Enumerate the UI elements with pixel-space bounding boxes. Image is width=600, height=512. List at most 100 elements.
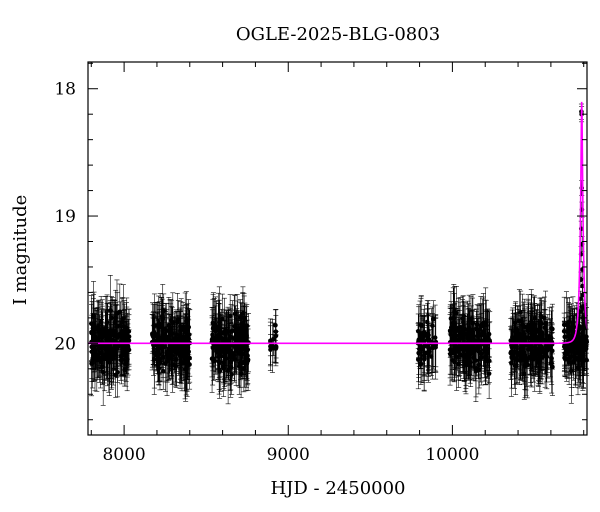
data-point	[546, 337, 552, 343]
data-point	[569, 368, 574, 374]
data-point	[468, 330, 474, 336]
data-point	[525, 362, 530, 368]
data-point	[577, 309, 583, 314]
data-point	[509, 355, 515, 360]
data-point	[465, 344, 471, 349]
data-point	[562, 343, 568, 348]
data-point	[237, 360, 243, 366]
x-axis-label: HJD - 2450000	[270, 478, 405, 499]
y-tick-label: 18	[54, 80, 76, 100]
data-point	[421, 344, 427, 349]
data-point	[273, 345, 279, 350]
model-layer	[88, 101, 588, 345]
data-point	[114, 324, 120, 329]
data-point	[543, 320, 548, 326]
data-point	[561, 328, 567, 334]
data-point	[466, 354, 472, 359]
data-point	[183, 350, 189, 355]
data-point	[426, 351, 431, 356]
data-layer	[88, 103, 590, 406]
data-point	[532, 315, 537, 321]
data-point	[517, 336, 522, 342]
data-point	[93, 335, 98, 340]
data-point	[520, 347, 526, 352]
data-point	[418, 344, 423, 349]
chart-title: OGLE-2025-BLG-0803	[236, 24, 440, 45]
data-point	[219, 348, 225, 353]
data-point	[431, 316, 436, 322]
data-point	[174, 336, 180, 342]
data-point	[461, 331, 467, 337]
data-point	[483, 323, 489, 328]
data-point	[486, 331, 492, 337]
y-tick-label: 19	[54, 207, 76, 227]
data-point	[453, 328, 459, 333]
data-point	[567, 319, 572, 324]
data-point	[521, 324, 527, 329]
data-point	[104, 320, 110, 325]
data-point	[449, 349, 455, 355]
data-point	[270, 343, 275, 349]
data-point	[479, 355, 484, 360]
data-point	[486, 358, 492, 364]
data-point	[108, 356, 114, 361]
data-point	[575, 344, 580, 349]
data-point	[178, 324, 184, 330]
data-point	[575, 338, 581, 343]
data-point	[217, 320, 222, 325]
data-point	[474, 321, 480, 327]
axes-layer: 8000 9000 10000 18 19 20	[54, 61, 588, 465]
data-point	[126, 329, 132, 334]
data-point	[118, 353, 124, 359]
data-point	[476, 337, 481, 343]
x-tick-label: 8000	[102, 445, 145, 465]
data-point	[541, 337, 547, 343]
data-point	[154, 351, 160, 357]
data-point	[580, 292, 585, 298]
data-point	[162, 344, 167, 350]
data-point	[152, 332, 158, 338]
data-point	[230, 328, 235, 334]
data-point	[220, 316, 225, 322]
data-point	[176, 350, 182, 356]
data-point	[580, 305, 586, 310]
data-point	[238, 350, 244, 356]
data-point	[237, 331, 243, 337]
data-point	[534, 338, 540, 343]
x-tick-label: 10000	[425, 445, 479, 465]
data-point	[273, 322, 278, 328]
data-point	[537, 328, 543, 333]
data-point	[544, 346, 550, 352]
data-point	[425, 319, 430, 325]
data-point	[426, 333, 431, 338]
data-point	[183, 361, 189, 367]
data-point	[107, 337, 113, 343]
data-point	[91, 313, 96, 318]
data-point	[512, 320, 518, 326]
data-point	[217, 331, 222, 337]
data-point	[418, 322, 424, 328]
data-point	[151, 357, 157, 362]
data-point	[209, 337, 215, 342]
data-point	[213, 338, 218, 344]
data-point	[473, 358, 478, 363]
data-point	[121, 330, 127, 336]
data-point	[537, 334, 543, 339]
data-point	[184, 338, 190, 343]
data-point	[461, 353, 466, 358]
data-point	[213, 326, 219, 332]
data-point	[508, 350, 514, 356]
y-tick-label: 20	[54, 334, 76, 354]
x-tick-label: 9000	[267, 445, 310, 465]
data-point	[521, 352, 527, 358]
data-point	[531, 322, 537, 327]
data-point	[432, 335, 438, 340]
data-point	[465, 327, 471, 333]
data-point	[228, 364, 234, 370]
data-point	[113, 315, 118, 321]
data-point	[425, 343, 431, 348]
data-point	[511, 344, 517, 349]
data-point	[221, 344, 226, 350]
data-point	[235, 345, 240, 350]
